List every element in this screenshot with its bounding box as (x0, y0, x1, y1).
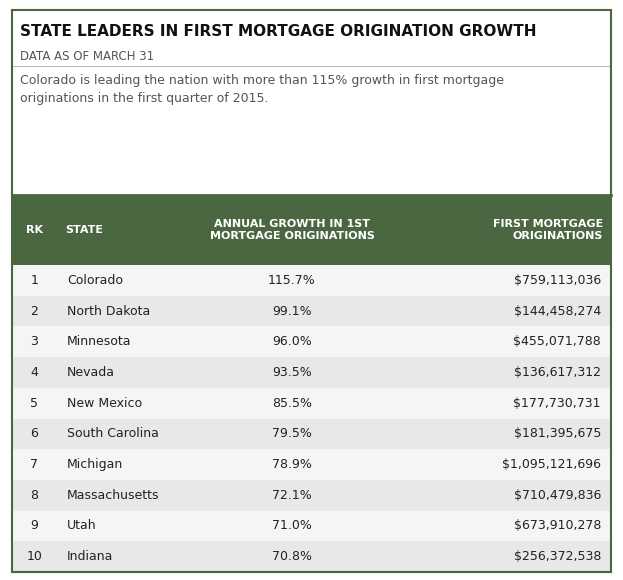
Text: 2: 2 (31, 304, 39, 317)
Text: 79.5%: 79.5% (272, 427, 312, 440)
Bar (12, 296, 611, 327)
Text: 7: 7 (31, 458, 39, 471)
Text: 9: 9 (31, 520, 39, 532)
Text: 115.7%: 115.7% (268, 274, 316, 287)
Text: $673,910,278: $673,910,278 (513, 520, 601, 532)
Bar (12, 327, 611, 357)
Text: Utah: Utah (67, 520, 97, 532)
Text: $256,372,538: $256,372,538 (513, 550, 601, 563)
Text: 85.5%: 85.5% (272, 397, 312, 409)
Text: Colorado: Colorado (67, 274, 123, 287)
Text: RK: RK (26, 225, 43, 235)
Text: $177,730,731: $177,730,731 (513, 397, 601, 409)
Text: Minnesota: Minnesota (67, 335, 131, 348)
Text: Colorado is leading the nation with more than 115% growth in first mortgage
orig: Colorado is leading the nation with more… (20, 74, 504, 105)
Text: ANNUAL GROWTH IN 1ST
MORTGAGE ORIGINATIONS: ANNUAL GROWTH IN 1ST MORTGAGE ORIGINATIO… (209, 219, 374, 241)
Text: DATA AS OF MARCH 31: DATA AS OF MARCH 31 (20, 50, 154, 63)
Text: $144,458,274: $144,458,274 (514, 304, 601, 317)
Bar (12, 265, 611, 296)
Text: $455,071,788: $455,071,788 (513, 335, 601, 348)
Text: New Mexico: New Mexico (67, 397, 142, 409)
Text: South Carolina: South Carolina (67, 427, 159, 440)
Text: 10: 10 (27, 550, 42, 563)
Text: 71.0%: 71.0% (272, 520, 312, 532)
Text: 70.8%: 70.8% (272, 550, 312, 563)
Text: 3: 3 (31, 335, 39, 348)
Bar (12, 480, 611, 510)
Text: $759,113,036: $759,113,036 (514, 274, 601, 287)
Bar (12, 449, 611, 480)
Text: Indiana: Indiana (67, 550, 113, 563)
Text: Massachusetts: Massachusetts (67, 489, 159, 502)
Text: 99.1%: 99.1% (272, 304, 312, 317)
Bar (12, 357, 611, 388)
Bar (12, 419, 611, 449)
Text: Nevada: Nevada (67, 366, 115, 379)
Text: 4: 4 (31, 366, 39, 379)
Text: $1,095,121,696: $1,095,121,696 (502, 458, 601, 471)
Text: FIRST MORTGAGE
ORIGINATIONS: FIRST MORTGAGE ORIGINATIONS (493, 219, 603, 241)
Text: STATE LEADERS IN FIRST MORTGAGE ORIGINATION GROWTH: STATE LEADERS IN FIRST MORTGAGE ORIGINAT… (20, 24, 536, 39)
Bar (12, 195, 611, 265)
Text: North Dakota: North Dakota (67, 304, 150, 317)
Text: $710,479,836: $710,479,836 (513, 489, 601, 502)
Bar (12, 510, 611, 541)
Text: 93.5%: 93.5% (272, 366, 312, 379)
Text: 8: 8 (31, 489, 39, 502)
Bar (12, 388, 611, 419)
Text: Michigan: Michigan (67, 458, 123, 471)
Text: 78.9%: 78.9% (272, 458, 312, 471)
Text: 6: 6 (31, 427, 39, 440)
Bar (12, 541, 611, 572)
Text: 5: 5 (31, 397, 39, 409)
Text: STATE: STATE (65, 225, 103, 235)
Text: 96.0%: 96.0% (272, 335, 312, 348)
Text: $136,617,312: $136,617,312 (514, 366, 601, 379)
Text: $181,395,675: $181,395,675 (513, 427, 601, 440)
Text: 72.1%: 72.1% (272, 489, 312, 502)
Text: 1: 1 (31, 274, 39, 287)
